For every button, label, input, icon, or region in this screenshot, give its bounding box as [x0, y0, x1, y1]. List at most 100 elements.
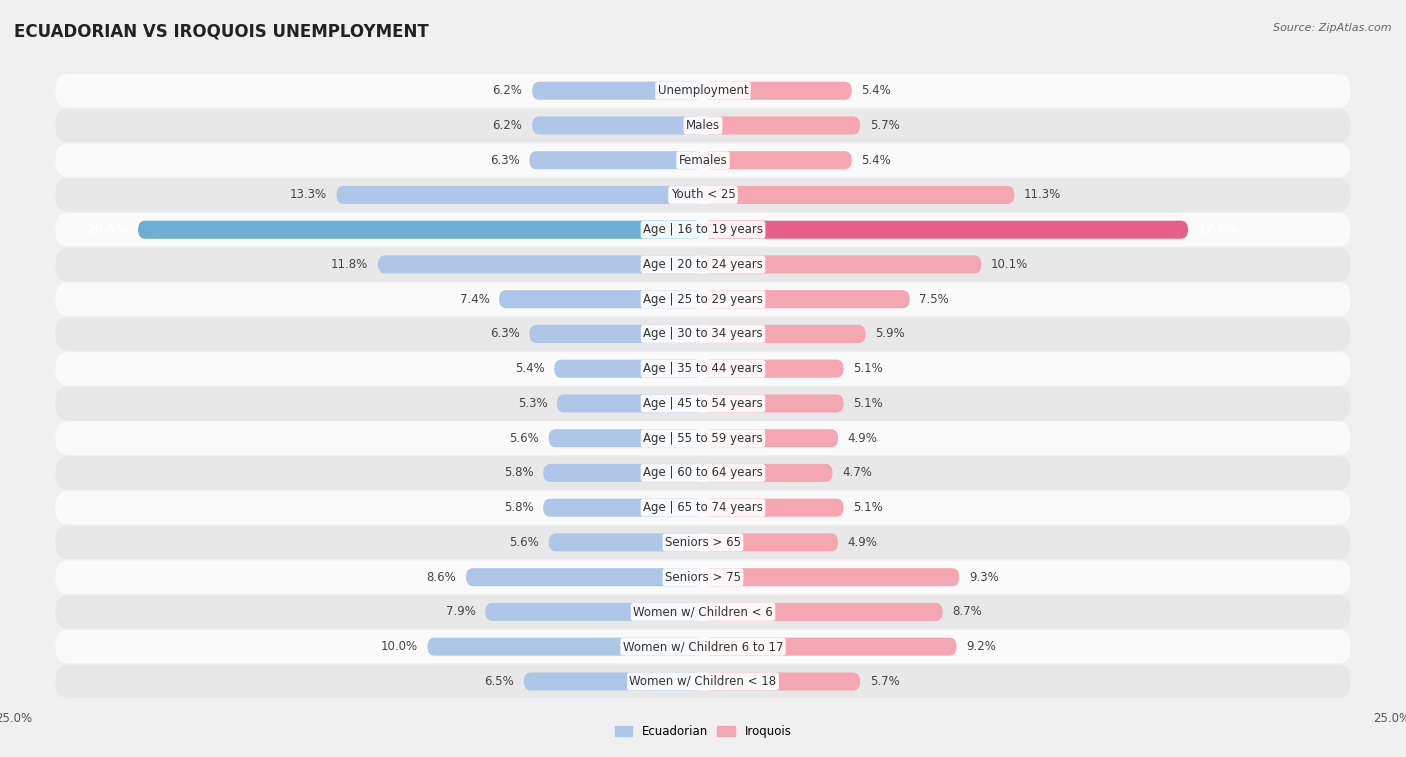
- FancyBboxPatch shape: [703, 255, 981, 273]
- FancyBboxPatch shape: [703, 151, 852, 170]
- FancyBboxPatch shape: [703, 429, 838, 447]
- FancyBboxPatch shape: [55, 560, 1351, 593]
- FancyBboxPatch shape: [530, 325, 703, 343]
- FancyBboxPatch shape: [55, 74, 1351, 107]
- Text: 7.5%: 7.5%: [920, 293, 949, 306]
- FancyBboxPatch shape: [531, 117, 703, 135]
- FancyBboxPatch shape: [543, 499, 703, 517]
- Text: 8.7%: 8.7%: [952, 606, 983, 618]
- FancyBboxPatch shape: [703, 290, 910, 308]
- FancyBboxPatch shape: [55, 179, 1351, 212]
- Text: 6.5%: 6.5%: [485, 675, 515, 688]
- Text: Age | 16 to 19 years: Age | 16 to 19 years: [643, 223, 763, 236]
- Text: Age | 30 to 34 years: Age | 30 to 34 years: [643, 328, 763, 341]
- FancyBboxPatch shape: [548, 429, 703, 447]
- FancyBboxPatch shape: [524, 672, 703, 690]
- FancyBboxPatch shape: [703, 325, 866, 343]
- Text: 4.7%: 4.7%: [842, 466, 872, 479]
- Text: 4.9%: 4.9%: [848, 536, 877, 549]
- FancyBboxPatch shape: [55, 491, 1351, 525]
- FancyBboxPatch shape: [703, 603, 943, 621]
- FancyBboxPatch shape: [703, 534, 838, 551]
- Text: 20.5%: 20.5%: [87, 223, 128, 236]
- Text: 5.4%: 5.4%: [515, 362, 544, 375]
- Text: Males: Males: [686, 119, 720, 132]
- Text: 5.1%: 5.1%: [853, 362, 883, 375]
- Text: 11.3%: 11.3%: [1024, 188, 1062, 201]
- FancyBboxPatch shape: [703, 464, 832, 482]
- FancyBboxPatch shape: [703, 360, 844, 378]
- Text: Youth < 25: Youth < 25: [671, 188, 735, 201]
- FancyBboxPatch shape: [703, 117, 860, 135]
- Text: 17.6%: 17.6%: [1198, 223, 1239, 236]
- FancyBboxPatch shape: [378, 255, 703, 273]
- Text: 6.3%: 6.3%: [491, 328, 520, 341]
- Text: Age | 65 to 74 years: Age | 65 to 74 years: [643, 501, 763, 514]
- Text: 9.3%: 9.3%: [969, 571, 998, 584]
- Text: 5.7%: 5.7%: [870, 119, 900, 132]
- FancyBboxPatch shape: [55, 665, 1351, 698]
- FancyBboxPatch shape: [55, 630, 1351, 663]
- Text: 5.9%: 5.9%: [875, 328, 905, 341]
- Text: 5.3%: 5.3%: [517, 397, 547, 410]
- Text: Unemployment: Unemployment: [658, 84, 748, 97]
- FancyBboxPatch shape: [55, 456, 1351, 490]
- FancyBboxPatch shape: [55, 387, 1351, 420]
- Text: 6.3%: 6.3%: [491, 154, 520, 167]
- FancyBboxPatch shape: [55, 317, 1351, 350]
- Text: Females: Females: [679, 154, 727, 167]
- Text: 5.8%: 5.8%: [503, 466, 533, 479]
- FancyBboxPatch shape: [703, 186, 1014, 204]
- Text: Seniors > 65: Seniors > 65: [665, 536, 741, 549]
- Text: 6.2%: 6.2%: [492, 119, 523, 132]
- FancyBboxPatch shape: [703, 569, 959, 586]
- Text: 5.8%: 5.8%: [503, 501, 533, 514]
- FancyBboxPatch shape: [499, 290, 703, 308]
- Text: 10.1%: 10.1%: [991, 258, 1028, 271]
- Text: Source: ZipAtlas.com: Source: ZipAtlas.com: [1274, 23, 1392, 33]
- Legend: Ecuadorian, Iroquois: Ecuadorian, Iroquois: [610, 720, 796, 743]
- Text: 7.9%: 7.9%: [446, 606, 475, 618]
- Text: 5.6%: 5.6%: [509, 536, 538, 549]
- Text: Age | 55 to 59 years: Age | 55 to 59 years: [643, 431, 763, 444]
- Text: 5.4%: 5.4%: [862, 154, 891, 167]
- Text: Women w/ Children < 6: Women w/ Children < 6: [633, 606, 773, 618]
- FancyBboxPatch shape: [543, 464, 703, 482]
- Text: Age | 25 to 29 years: Age | 25 to 29 years: [643, 293, 763, 306]
- FancyBboxPatch shape: [55, 595, 1351, 628]
- Text: 6.2%: 6.2%: [492, 84, 523, 97]
- FancyBboxPatch shape: [703, 82, 852, 100]
- FancyBboxPatch shape: [138, 221, 703, 238]
- FancyBboxPatch shape: [336, 186, 703, 204]
- Text: Women w/ Children < 18: Women w/ Children < 18: [630, 675, 776, 688]
- Text: 5.6%: 5.6%: [509, 431, 538, 444]
- FancyBboxPatch shape: [55, 109, 1351, 142]
- Text: Women w/ Children 6 to 17: Women w/ Children 6 to 17: [623, 640, 783, 653]
- Text: 5.4%: 5.4%: [862, 84, 891, 97]
- FancyBboxPatch shape: [55, 526, 1351, 559]
- FancyBboxPatch shape: [703, 221, 1188, 238]
- FancyBboxPatch shape: [485, 603, 703, 621]
- FancyBboxPatch shape: [703, 672, 860, 690]
- Text: 9.2%: 9.2%: [966, 640, 995, 653]
- Text: 5.7%: 5.7%: [870, 675, 900, 688]
- Text: 10.0%: 10.0%: [381, 640, 418, 653]
- FancyBboxPatch shape: [548, 534, 703, 551]
- Text: 5.1%: 5.1%: [853, 501, 883, 514]
- Text: 13.3%: 13.3%: [290, 188, 326, 201]
- FancyBboxPatch shape: [55, 352, 1351, 385]
- FancyBboxPatch shape: [530, 151, 703, 170]
- Text: Age | 35 to 44 years: Age | 35 to 44 years: [643, 362, 763, 375]
- FancyBboxPatch shape: [55, 422, 1351, 455]
- Text: 8.6%: 8.6%: [426, 571, 457, 584]
- FancyBboxPatch shape: [531, 82, 703, 100]
- Text: 11.8%: 11.8%: [330, 258, 368, 271]
- FancyBboxPatch shape: [703, 637, 956, 656]
- Text: Age | 45 to 54 years: Age | 45 to 54 years: [643, 397, 763, 410]
- Text: 7.4%: 7.4%: [460, 293, 489, 306]
- Text: Age | 20 to 24 years: Age | 20 to 24 years: [643, 258, 763, 271]
- Text: Seniors > 75: Seniors > 75: [665, 571, 741, 584]
- FancyBboxPatch shape: [703, 499, 844, 517]
- FancyBboxPatch shape: [465, 569, 703, 586]
- Text: 5.1%: 5.1%: [853, 397, 883, 410]
